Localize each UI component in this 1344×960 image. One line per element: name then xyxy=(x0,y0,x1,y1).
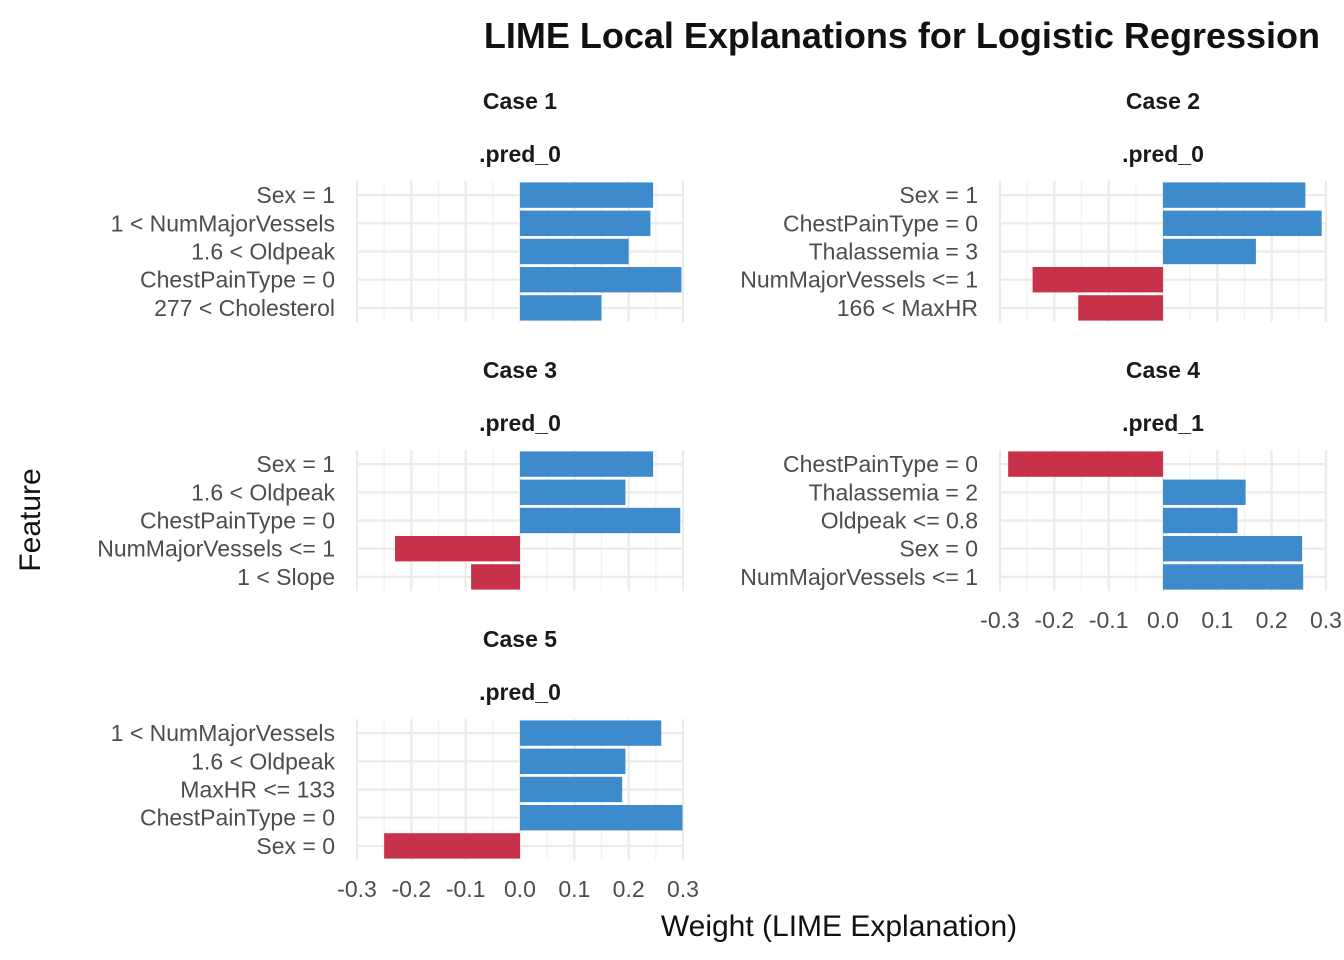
weight-bar xyxy=(384,833,520,859)
case-strip-label: Case 4 xyxy=(1126,357,1200,383)
feature-label: MaxHR <= 133 xyxy=(180,777,335,803)
weight-bar xyxy=(1078,295,1163,321)
feature-label: 1.6 < Oldpeak xyxy=(191,479,335,505)
x-axis-title: Weight (LIME Explanation) xyxy=(661,910,1017,943)
feature-label: 1 < Slope xyxy=(237,564,335,590)
weight-bar xyxy=(520,479,626,505)
feature-label: 277 < Cholesterol xyxy=(154,295,335,321)
feature-label: Oldpeak <= 0.8 xyxy=(821,508,978,534)
feature-label: 1 < NumMajorVessels xyxy=(111,210,335,236)
feature-label: ChestPainType = 0 xyxy=(140,508,335,534)
feature-label: Sex = 1 xyxy=(899,182,978,208)
weight-bar xyxy=(520,295,602,321)
weight-bar xyxy=(520,238,629,265)
weight-bar xyxy=(1163,479,1246,505)
feature-label: 1 < NumMajorVessels xyxy=(111,720,335,746)
chart-title: LIME Local Explanations for Logistic Reg… xyxy=(484,15,1320,56)
feature-label: ChestPainType = 0 xyxy=(140,267,335,293)
panel-3: Case 3 .pred_0 Sex = 11.6 < Oldpeak ChestPa… xyxy=(97,357,685,591)
panel-4: Case 4 .pred_1 ChestPainType = 0Thalassemi… xyxy=(740,357,1342,633)
case-strip-label: Case 1 xyxy=(483,88,557,114)
weight-bar xyxy=(1163,210,1322,236)
x-tick-label: 0.0 xyxy=(1147,607,1179,633)
feature-label: ChestPainType = 0 xyxy=(783,451,978,477)
weight-bar xyxy=(520,720,662,746)
feature-label: ChestPainType = 0 xyxy=(783,210,978,236)
pred-strip-label: .pred_0 xyxy=(479,679,561,705)
x-tick-label: -0.2 xyxy=(1035,607,1075,633)
feature-label: Thalassemia = 2 xyxy=(809,479,978,505)
case-strip-label: Case 3 xyxy=(483,357,557,383)
pred-strip-label: .pred_0 xyxy=(1122,141,1204,167)
weight-bar xyxy=(520,507,681,534)
y-axis-title: Feature xyxy=(14,468,47,571)
x-tick-label: -0.3 xyxy=(337,876,377,902)
weight-bar xyxy=(1032,267,1163,293)
x-tick-label: -0.1 xyxy=(446,876,486,902)
feature-label: Sex = 1 xyxy=(256,182,335,208)
weight-bar xyxy=(1163,507,1238,534)
weight-bar xyxy=(520,182,654,208)
x-tick-label: 0.3 xyxy=(667,876,699,902)
weight-bar xyxy=(1163,536,1303,562)
weight-bar xyxy=(395,536,520,562)
feature-label: NumMajorVessels <= 1 xyxy=(740,564,978,590)
weight-bar xyxy=(520,267,682,293)
case-strip-label: Case 5 xyxy=(483,626,557,652)
x-tick-label: -0.3 xyxy=(980,607,1020,633)
pred-strip-label: .pred_0 xyxy=(479,141,561,167)
pred-strip-label: .pred_0 xyxy=(479,410,561,436)
weight-bar xyxy=(520,210,651,236)
feature-label: NumMajorVessels <= 1 xyxy=(740,267,978,293)
weight-bar xyxy=(520,776,623,803)
panel-1: Case 1 .pred_0 Sex = 11 < NumMajorVessels 1… xyxy=(111,88,685,322)
weight-bar xyxy=(520,451,654,477)
feature-label: NumMajorVessels <= 1 xyxy=(97,536,335,562)
weight-bar xyxy=(1163,182,1306,208)
pred-strip-label: .pred_1 xyxy=(1122,410,1204,436)
feature-label: Sex = 0 xyxy=(256,833,335,859)
x-tick-label: 0.1 xyxy=(558,876,590,902)
case-strip-label: Case 2 xyxy=(1126,88,1200,114)
x-tick-label: -0.2 xyxy=(392,876,432,902)
weight-bar xyxy=(1008,451,1163,477)
x-tick-label: 0.1 xyxy=(1201,607,1233,633)
x-tick-label: 0.0 xyxy=(504,876,536,902)
weight-bar xyxy=(520,805,683,831)
feature-label: 166 < MaxHR xyxy=(837,295,978,321)
feature-label: ChestPainType = 0 xyxy=(140,805,335,831)
feature-label: 1.6 < Oldpeak xyxy=(191,239,335,265)
x-tick-label: 0.3 xyxy=(1310,607,1342,633)
x-tick-label: -0.1 xyxy=(1089,607,1129,633)
feature-label: 1.6 < Oldpeak xyxy=(191,748,335,774)
weight-bar xyxy=(471,564,520,590)
weight-bar xyxy=(1163,238,1256,265)
feature-label: Sex = 1 xyxy=(256,451,335,477)
x-tick-label: 0.2 xyxy=(613,876,645,902)
weight-bar xyxy=(1163,564,1304,590)
feature-label: Sex = 0 xyxy=(899,536,978,562)
feature-label: Thalassemia = 3 xyxy=(809,239,978,265)
x-tick-label: 0.2 xyxy=(1256,607,1288,633)
weight-bar xyxy=(520,748,626,774)
